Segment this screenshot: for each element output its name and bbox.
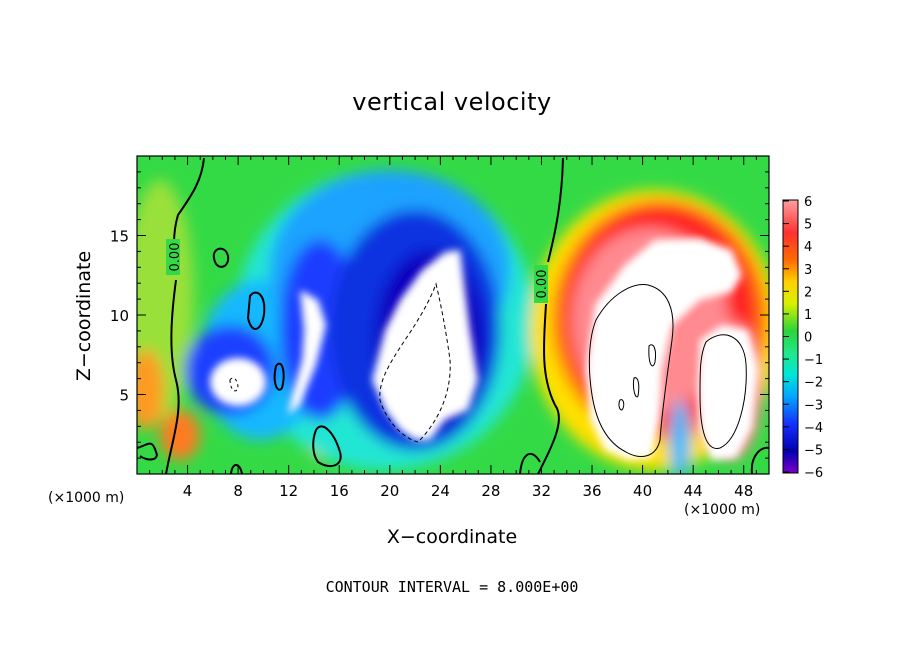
x-tick-label: 4: [183, 482, 193, 500]
chart-title: vertical velocity: [352, 88, 552, 116]
contour-label: 0.00: [168, 243, 183, 272]
x-tick-label: 16: [330, 482, 349, 500]
x-tick-label: 28: [481, 482, 500, 500]
x-tick-label: 48: [734, 482, 753, 500]
y-tick-label: 10: [110, 307, 129, 325]
contour-interval-note: CONTOUR INTERVAL = 8.000E+00: [325, 578, 579, 596]
colorbar-tick-label: 5: [804, 218, 812, 233]
x-tick-label: 32: [532, 482, 551, 500]
colorbar-tick-label: 1: [804, 308, 812, 323]
x-tick-label: 20: [380, 482, 399, 500]
colorbar-tick-label: −5: [804, 443, 823, 458]
colorbar-tick-label: 4: [804, 240, 812, 255]
x-tick-label: 8: [233, 482, 243, 500]
colorbar-tick-label: −1: [804, 353, 823, 368]
colorbar-tick-label: 3: [804, 263, 812, 278]
x-unit-label-right: (×1000 m): [684, 502, 761, 518]
y-axis-label: Z−coordinate: [73, 250, 95, 382]
contour-label: 0.00: [535, 270, 550, 299]
x-unit-label-left: (×1000 m): [48, 490, 125, 506]
colorbar-tick-label: 0: [804, 331, 812, 346]
colorbar-tick-label: −6: [804, 466, 823, 481]
colorbar-tick-label: −3: [804, 398, 823, 413]
colorbar-tick-label: 2: [804, 285, 812, 300]
colorbar-tick-label: −2: [804, 376, 823, 391]
x-tick-label: 40: [633, 482, 652, 500]
x-axis-label: X−coordinate: [386, 526, 518, 548]
heatmap-field: [137, 156, 769, 474]
colorbar-ticks: 6 5 4 3 2 1 0 −1 −2 −3 −4 −5 −6: [783, 195, 823, 481]
colorbar-tick-label: −4: [804, 421, 823, 436]
x-tick-label: 24: [431, 482, 450, 500]
colorbar-tick-label: 6: [804, 195, 812, 210]
y-tick-label: 15: [110, 228, 129, 246]
x-tick-label: 36: [582, 482, 601, 500]
colorbar: 6 5 4 3 2 1 0 −1 −2 −3 −4 −5 −6: [782, 195, 823, 481]
x-tick-label: 12: [279, 482, 298, 500]
y-tick-label: 5: [119, 387, 129, 405]
x-tick-label: 44: [684, 482, 703, 500]
